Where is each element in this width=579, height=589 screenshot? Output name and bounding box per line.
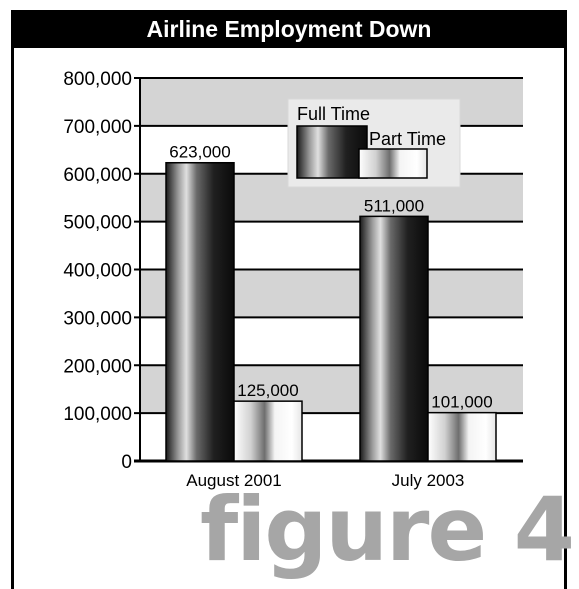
data-label: 511,000 [364, 196, 424, 215]
bar-full-time [359, 215, 429, 462]
legend-label-full-time: Full Time [297, 104, 370, 124]
x-tick-label: August 2001 [186, 471, 281, 490]
data-label: 101,000 [431, 393, 492, 412]
bar-full-time [165, 161, 235, 462]
y-tick-label: 500,000 [63, 213, 132, 234]
figure-label: figure 4 [199, 478, 575, 581]
bar-part-time [427, 411, 497, 462]
chart-frame [11, 10, 567, 589]
bar-part-time [233, 400, 303, 462]
y-tick-label: 100,000 [63, 404, 132, 425]
y-tick-label: 700,000 [63, 117, 132, 138]
y-tick-label: 600,000 [63, 165, 132, 186]
y-tick-label: 300,000 [63, 308, 132, 329]
x-tick-label: July 2003 [392, 471, 465, 490]
legend-swatch-full-time [296, 125, 368, 179]
data-label: 125,000 [237, 381, 298, 400]
data-label: 623,000 [169, 143, 230, 162]
legend-swatch-part-time [358, 148, 428, 179]
y-tick-label: 800,000 [63, 69, 132, 90]
chart-title: Airline Employment Down [11, 10, 567, 48]
y-tick-label: 200,000 [63, 356, 132, 377]
y-tick-label: 0 [121, 452, 132, 473]
legend-label-part-time: Part Time [369, 129, 446, 149]
y-tick-label: 400,000 [63, 261, 132, 282]
